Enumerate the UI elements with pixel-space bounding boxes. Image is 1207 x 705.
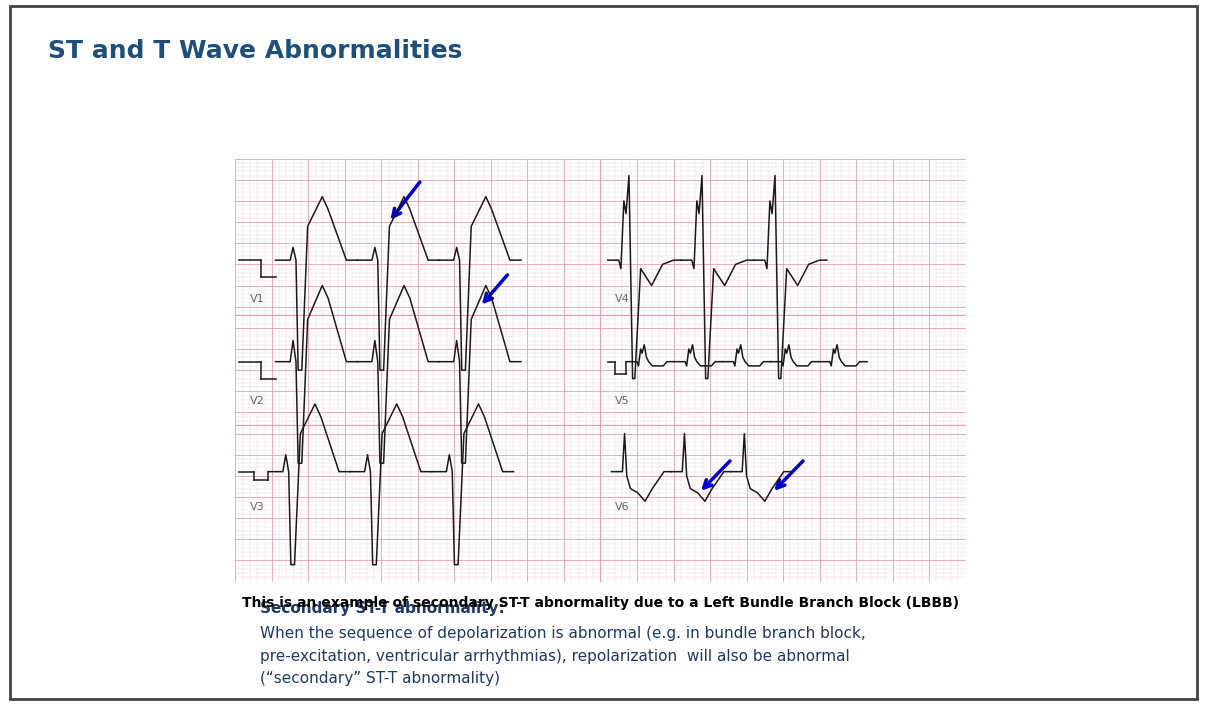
- Text: When the sequence of depolarization is abnormal (e.g. in bundle branch block,: When the sequence of depolarization is a…: [260, 626, 865, 641]
- Text: This is an example of secondary ST-T abnormality due to a Left Bundle Branch Blo: This is an example of secondary ST-T abn…: [241, 596, 960, 611]
- Text: V6: V6: [616, 502, 630, 512]
- Text: V1: V1: [250, 295, 264, 305]
- Text: V5: V5: [616, 396, 630, 406]
- Text: pre-excitation, ventricular arrhythmias), repolarization  will also be abnormal: pre-excitation, ventricular arrhythmias)…: [260, 649, 850, 663]
- Text: (“secondary” ST-T abnormality): (“secondary” ST-T abnormality): [260, 671, 500, 686]
- Text: Secondary ST-T abnormality:: Secondary ST-T abnormality:: [260, 601, 505, 615]
- Text: V3: V3: [250, 502, 264, 512]
- Text: ST and T Wave Abnormalities: ST and T Wave Abnormalities: [48, 39, 462, 63]
- Text: V4: V4: [616, 295, 630, 305]
- Text: V2: V2: [250, 396, 264, 406]
